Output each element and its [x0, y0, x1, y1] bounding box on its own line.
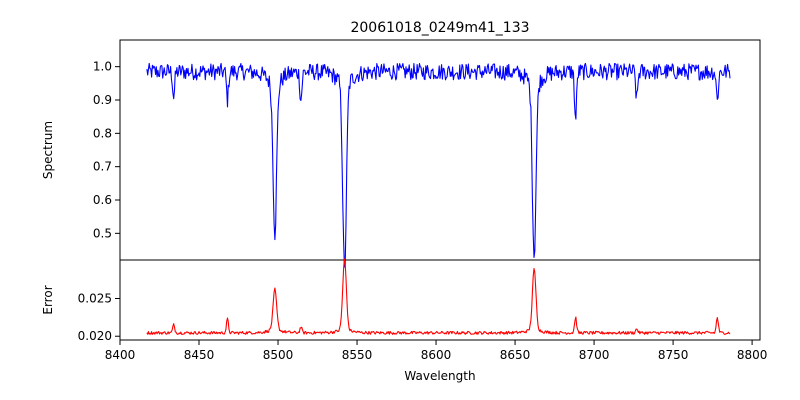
y-tick-label: 0.025	[78, 291, 112, 305]
y-tick-label: 0.9	[93, 93, 112, 107]
error-y-axis: 0.020 0.025	[78, 291, 120, 343]
y-tick-label: 0.5	[93, 226, 112, 240]
error-series-line	[146, 258, 731, 335]
error-y-label: Error	[41, 285, 55, 314]
x-tick-label: 8550	[342, 348, 373, 362]
x-tick-label: 8750	[658, 348, 689, 362]
spectrum-y-axis: 0.5 0.6 0.7 0.8 0.9 1.0	[93, 60, 120, 240]
y-tick-label: 0.6	[93, 193, 112, 207]
spectrum-series-line	[146, 62, 731, 268]
x-axis-label: Wavelength	[404, 369, 475, 383]
y-tick-label: 0.020	[78, 329, 112, 343]
x-tick-label: 8450	[184, 348, 215, 362]
x-tick-label: 8650	[500, 348, 531, 362]
x-tick-label: 8400	[105, 348, 136, 362]
y-tick-label: 0.8	[93, 126, 112, 140]
y-tick-label: 0.7	[93, 160, 112, 174]
x-axis: 8400 8450 8500 8550 8600 8650 8700 8750 8800	[105, 340, 768, 362]
x-tick-label: 8800	[737, 348, 768, 362]
y-tick-label: 1.0	[93, 60, 112, 74]
x-tick-label: 8500	[263, 348, 294, 362]
x-tick-label: 8700	[579, 348, 610, 362]
chart-title: 20061018_0249m41_133	[350, 20, 529, 36]
error-series-group	[146, 258, 731, 335]
x-tick-label: 8600	[421, 348, 452, 362]
spectrum-series-group	[146, 62, 731, 268]
error-panel-frame	[119, 259, 761, 341]
spectrum-y-label: Spectrum	[41, 121, 55, 179]
